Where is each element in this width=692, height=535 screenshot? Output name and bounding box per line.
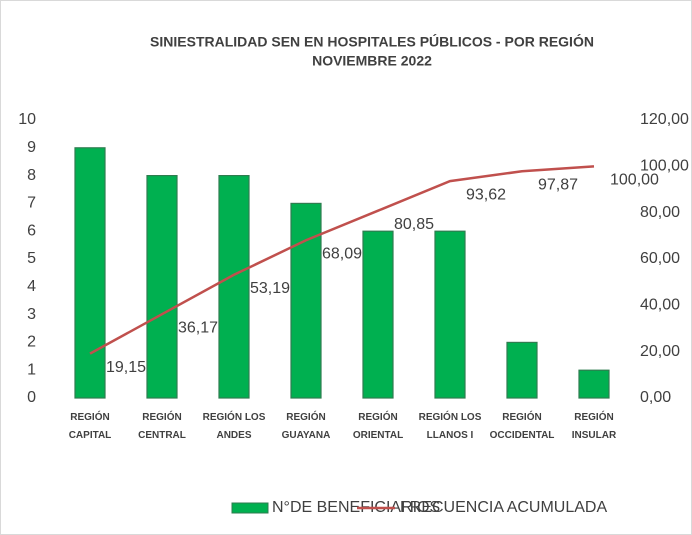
data-label: 53,19 bbox=[250, 280, 290, 297]
y2-tick-label: 60,00 bbox=[640, 250, 680, 267]
data-label: 93,62 bbox=[466, 186, 506, 203]
data-label: 36,17 bbox=[178, 319, 218, 336]
data-label: 68,09 bbox=[322, 245, 362, 262]
data-label: 97,87 bbox=[538, 176, 578, 193]
y2-tick-label: 0,00 bbox=[640, 389, 671, 406]
legend-swatch bbox=[231, 502, 269, 514]
y-tick-label: 9 bbox=[27, 139, 36, 156]
x-tick-label: REGIÓN ORIENTAL bbox=[353, 410, 403, 441]
bar bbox=[218, 175, 250, 399]
line bbox=[89, 165, 595, 355]
legend-label: N°DE BENEFICIARIOS bbox=[272, 499, 440, 516]
y2-tick-label: 100,00 bbox=[640, 158, 689, 175]
bar bbox=[74, 147, 106, 399]
y-tick-label: 7 bbox=[27, 195, 36, 212]
bar bbox=[290, 202, 322, 399]
bar bbox=[506, 341, 538, 399]
y-tick-label: 1 bbox=[27, 361, 36, 378]
y-tick-label: 0 bbox=[27, 389, 36, 406]
data-label: 80,85 bbox=[394, 216, 434, 233]
y-tick-label: 10 bbox=[18, 111, 36, 128]
x-tick-label: REGIÓN OCCIDENTAL bbox=[490, 410, 555, 441]
x-tick-label: REGIÓN CAPITAL bbox=[69, 410, 112, 441]
bar bbox=[578, 369, 610, 399]
y-tick-label: 5 bbox=[27, 250, 36, 267]
data-label: 19,15 bbox=[106, 359, 146, 376]
bar bbox=[146, 175, 178, 399]
y2-tick-label: 40,00 bbox=[640, 297, 680, 314]
x-tick-label: REGIÓN GUAYANA bbox=[282, 410, 331, 441]
chart-title: SINIESTRALIDAD SEN EN HOSPITALES PÚBLICO… bbox=[150, 33, 594, 50]
x-tick-label: REGIÓN LOS ANDES bbox=[203, 410, 266, 441]
y2-tick-label: 80,00 bbox=[640, 204, 680, 221]
y-tick-label: 4 bbox=[27, 278, 36, 295]
y-tick-label: 2 bbox=[27, 334, 36, 351]
x-tick-label: REGIÓN INSULAR bbox=[572, 410, 617, 441]
legend-label: FRECUENCIA ACUMULADA bbox=[400, 499, 607, 516]
bar bbox=[434, 230, 466, 399]
bar bbox=[362, 230, 394, 399]
y2-tick-label: 120,00 bbox=[640, 111, 689, 128]
y-tick-label: 3 bbox=[27, 306, 36, 323]
y-tick-label: 8 bbox=[27, 167, 36, 184]
chart-subtitle: NOVIEMBRE 2022 bbox=[312, 53, 432, 69]
y2-tick-label: 20,00 bbox=[640, 343, 680, 360]
y-tick-label: 6 bbox=[27, 222, 36, 239]
x-tick-label: REGIÓN LOS LLANOS I bbox=[419, 410, 482, 441]
x-tick-label: REGIÓN CENTRAL bbox=[138, 410, 186, 441]
data-label: 100,00 bbox=[610, 172, 659, 189]
